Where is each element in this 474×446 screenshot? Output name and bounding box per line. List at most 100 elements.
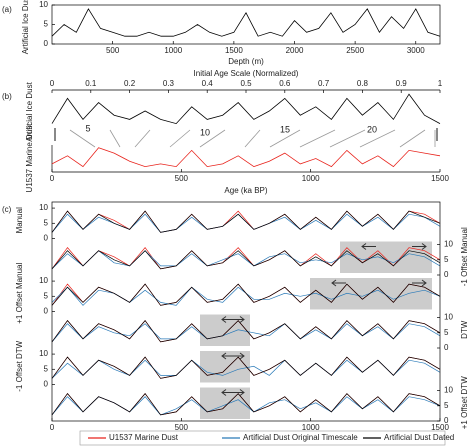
legend-label: Artificial Dust Original Timescale — [243, 433, 358, 442]
x2-tick-label: 0.9 — [396, 79, 408, 88]
arrow — [230, 389, 245, 396]
y-tick-label: 10 — [39, 203, 48, 212]
arrow — [361, 243, 376, 250]
x2-tick-label: 0.6 — [279, 79, 291, 88]
y-axis-label: +1 Offset DTW — [460, 376, 469, 429]
y-tick-label: 10 — [444, 386, 453, 395]
data-line — [51, 8, 441, 37]
y-axis-label: -1 Offset DTW — [15, 340, 24, 391]
y-axis-label: Manual — [15, 207, 24, 233]
tie-line — [269, 129, 301, 148]
panel-label: (b) — [2, 92, 12, 101]
arrow — [412, 243, 427, 250]
tie-line — [169, 129, 191, 148]
tie-line — [329, 129, 366, 148]
x-tick-label: 500 — [175, 174, 189, 183]
x2-tick-label: 0.4 — [202, 79, 214, 88]
y-tick-label: 5 — [44, 364, 49, 373]
data-line — [51, 323, 441, 343]
x2-tick-label: 0.8 — [357, 79, 369, 88]
annotation: 10 — [200, 127, 210, 137]
x-tick-label: 1500 — [225, 46, 243, 55]
x-axis-label: Age (ka BP) — [224, 186, 267, 195]
y-tick-label: 5 — [44, 218, 49, 227]
arrow — [230, 316, 245, 323]
y-tick-label: 5 — [444, 255, 449, 264]
x-tick-label: 500 — [106, 46, 120, 55]
tie-line — [299, 129, 336, 148]
y-axis-label: Artificial Ice Dust — [21, 0, 30, 54]
y-axis-label: +1 Offset Manual — [15, 263, 24, 324]
x-tick-label: 0 — [50, 174, 55, 183]
y-axis-label: Artificial Ice Dust — [25, 81, 34, 141]
y-tick-label: 0 — [44, 234, 49, 243]
legend-box — [79, 430, 446, 446]
data-line — [51, 247, 441, 270]
y-tick-label: 0 — [44, 307, 49, 316]
y-tick-label: 0 — [444, 270, 449, 279]
y-axis-label: DTW — [460, 320, 469, 339]
x2-tick-label: 0.5 — [240, 79, 252, 88]
x2-tick-label: 0.7 — [318, 79, 330, 88]
tie-line — [199, 129, 226, 148]
data-line — [51, 283, 441, 306]
y-tick-label: 5 — [444, 328, 449, 337]
data-line — [51, 147, 441, 168]
x2-axis-label: Initial Age Scale (Normalized) — [194, 69, 299, 78]
x2-tick-label: 0.2 — [124, 79, 136, 88]
data-line — [51, 356, 441, 379]
x-tick-label: 2000 — [286, 46, 304, 55]
panel-label: (a) — [2, 5, 12, 14]
x-tick-label: 1500 — [431, 174, 449, 183]
data-line — [51, 93, 441, 125]
y-axis-label: -1 Offset Manual — [460, 227, 469, 286]
legend-label: U1537 Marine Dust — [109, 433, 179, 442]
y-axis-label: U1537 Marine Dust — [25, 123, 34, 193]
data-line — [51, 393, 441, 416]
x2-tick-label: 1 — [438, 79, 443, 88]
x-tick-label: 1000 — [302, 174, 320, 183]
y-tick-label: 10 — [444, 240, 453, 249]
data-line — [51, 250, 441, 270]
x-tick-label: 1000 — [302, 423, 320, 432]
tie-line — [69, 129, 96, 148]
data-line — [51, 250, 441, 270]
y-tick-label: 0 — [444, 343, 449, 352]
arrow — [412, 279, 427, 287]
y-tick-label: 5 — [44, 291, 49, 300]
data-line — [51, 213, 441, 233]
x2-tick-label: 0.3 — [163, 79, 175, 88]
y-tick-label: 0 — [44, 380, 49, 389]
x2-tick-label: 0 — [50, 79, 55, 88]
tie-line — [359, 129, 396, 148]
arrow — [230, 352, 245, 360]
x-tick-label: 500 — [175, 423, 189, 432]
annotation: 20 — [367, 124, 377, 134]
y-tick-label: 10 — [39, 276, 48, 285]
tie-line — [244, 129, 261, 148]
data-line — [51, 210, 441, 233]
x-tick-label: 1500 — [431, 423, 449, 432]
tie-line — [399, 129, 426, 148]
x-tick-label: 3000 — [407, 46, 425, 55]
legend-label: Artificial Dust Dated — [384, 433, 454, 442]
annotation: 15 — [280, 124, 290, 134]
highlight — [310, 278, 432, 310]
x2-tick-label: 0.1 — [85, 79, 97, 88]
x-axis-label: Depth (m) — [228, 57, 264, 66]
y-tick-label: 5 — [44, 20, 49, 29]
x-tick-label: 2500 — [346, 46, 364, 55]
panel-label: (c) — [2, 205, 12, 214]
y-tick-label: 0 — [44, 39, 49, 48]
tie-line — [134, 129, 151, 148]
y-tick-label: 10 — [39, 0, 48, 9]
y-tick-label: 5 — [444, 401, 449, 410]
y-tick-label: 0 — [444, 416, 449, 425]
axes-box — [51, 4, 441, 45]
x-tick-label: 1000 — [164, 46, 182, 55]
y-tick-label: 10 — [444, 313, 453, 322]
arrow — [331, 279, 346, 287]
axes-box — [51, 201, 441, 422]
annotation: 5 — [85, 123, 90, 133]
